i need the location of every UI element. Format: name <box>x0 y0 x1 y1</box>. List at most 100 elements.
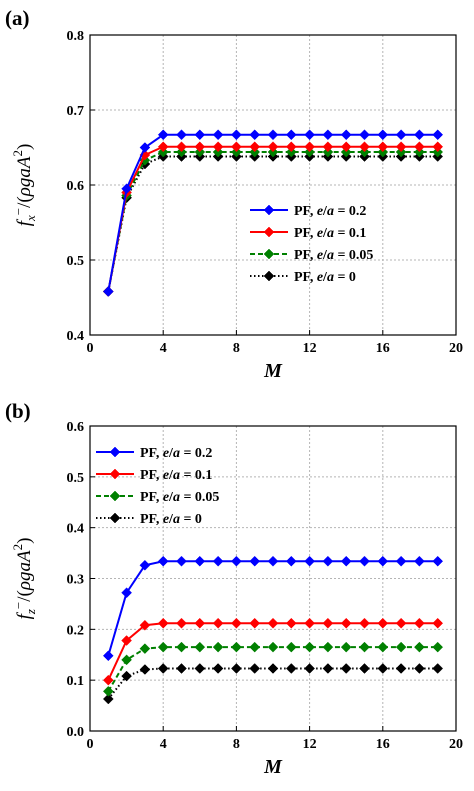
data-point <box>212 129 224 141</box>
x-axis-label: M <box>263 756 283 778</box>
legend-label-part: a <box>327 204 334 219</box>
data-point <box>249 663 261 674</box>
legend-label-part: / <box>322 248 328 263</box>
y-tick-label: 0.7 <box>67 104 85 119</box>
data-point <box>267 617 279 629</box>
data-point <box>176 617 187 629</box>
data-point <box>414 141 425 153</box>
data-point <box>322 555 334 567</box>
data-point <box>359 141 370 153</box>
data-point <box>176 129 187 141</box>
data-point <box>432 617 444 629</box>
data-point <box>414 617 425 629</box>
data-point <box>249 617 261 629</box>
y-axis-label-part: z <box>23 609 38 615</box>
data-point <box>322 641 334 653</box>
data-point <box>212 617 224 629</box>
y-axis-label-part: ) <box>14 538 35 544</box>
data-point <box>395 129 407 141</box>
legend-label: PF, e/a = 0.2 <box>294 204 366 219</box>
y-tick-label: 0.4 <box>67 522 85 537</box>
legend-marker <box>109 446 121 458</box>
data-point <box>377 129 389 141</box>
y-axis-label-part: ρgaA <box>14 156 35 197</box>
data-point <box>121 654 132 666</box>
series-line <box>107 145 438 292</box>
legend-label-part: PF, <box>140 468 163 483</box>
data-point <box>176 555 187 567</box>
data-point <box>249 555 261 567</box>
data-point <box>267 663 279 674</box>
y-tick-label: 0.2 <box>67 623 85 638</box>
legend-label-part: / <box>168 490 174 505</box>
y-axis-label: fx−/(ρgaA2) <box>10 144 38 227</box>
series-line <box>107 155 438 292</box>
x-tick-label: 0 <box>87 341 94 356</box>
plot-frame <box>89 34 457 336</box>
data-point <box>194 617 206 629</box>
y-tick-label: 0.3 <box>67 573 85 588</box>
data-point <box>285 129 297 141</box>
y-tick-label: 0.0 <box>67 725 85 740</box>
data-point <box>121 183 132 195</box>
x-tick-label: 20 <box>449 341 463 356</box>
data-point <box>285 617 297 629</box>
data-point <box>139 142 151 153</box>
x-tick-label: 4 <box>160 341 167 356</box>
legend-label-part: a <box>173 512 180 527</box>
legend-label-part: e <box>317 270 323 285</box>
data-point <box>414 641 425 653</box>
y-axis-label-part: /( <box>14 196 35 208</box>
legend-label-part: / <box>322 226 328 241</box>
legend-label-part: e <box>163 446 169 461</box>
legend-label-part: = 0.05 <box>334 248 373 263</box>
data-point <box>322 141 334 153</box>
chart-panel-1: 0 4 8 12 16 20 0.0 0.1 0.2 0.3 0.4 0.5 0.6 (b) Mfz−/(ρ… <box>5 399 463 778</box>
data-point <box>340 641 352 653</box>
data-point <box>157 617 169 629</box>
data-point <box>194 641 206 653</box>
data-point <box>285 641 297 653</box>
legend-label-part: = 0.2 <box>334 204 366 219</box>
data-point <box>157 641 169 653</box>
legend-label-part: a <box>173 446 180 461</box>
data-point <box>285 555 297 567</box>
y-axis-label-part: /( <box>14 590 35 602</box>
legend-label-part: e <box>317 226 323 241</box>
legend-label-part: e <box>317 204 323 219</box>
data-point <box>194 141 206 153</box>
legend-label-part: PF, <box>294 204 317 219</box>
data-point <box>212 663 224 674</box>
data-point <box>414 555 425 567</box>
data-point <box>139 619 151 631</box>
legend-label-part: a <box>327 248 334 263</box>
data-point <box>432 663 444 674</box>
legend-label: PF, e/a = 0 <box>294 270 356 285</box>
data-point <box>157 129 169 141</box>
y-tick-label: 0.4 <box>67 329 85 344</box>
data-point <box>102 650 114 662</box>
legend-label-part: = 0 <box>334 270 356 285</box>
y-axis-label-part: f <box>14 218 35 226</box>
data-point <box>304 129 315 141</box>
y-axis-label-part: ) <box>14 144 35 150</box>
data-point <box>432 141 444 153</box>
y-tick-label: 0.6 <box>67 179 85 194</box>
data-point <box>395 141 407 153</box>
data-point <box>395 641 407 653</box>
data-point <box>157 141 169 153</box>
x-tick-label: 16 <box>376 737 390 752</box>
chart-panel-0: 0 4 8 12 16 20 0.4 0.5 0.6 0.7 0.8 (a) Mfx−/(ρgaA2) P… <box>5 6 463 382</box>
data-point <box>231 641 242 653</box>
data-point <box>249 641 261 653</box>
data-point <box>267 555 279 567</box>
legend-label-part: = 0.1 <box>334 226 366 241</box>
data-point <box>212 641 224 653</box>
legend-marker <box>109 490 121 502</box>
data-point <box>304 617 315 629</box>
data-point <box>395 617 407 629</box>
legend-label-part: / <box>322 204 328 219</box>
data-point <box>212 141 224 153</box>
data-point <box>231 129 242 141</box>
data-point <box>340 141 352 153</box>
